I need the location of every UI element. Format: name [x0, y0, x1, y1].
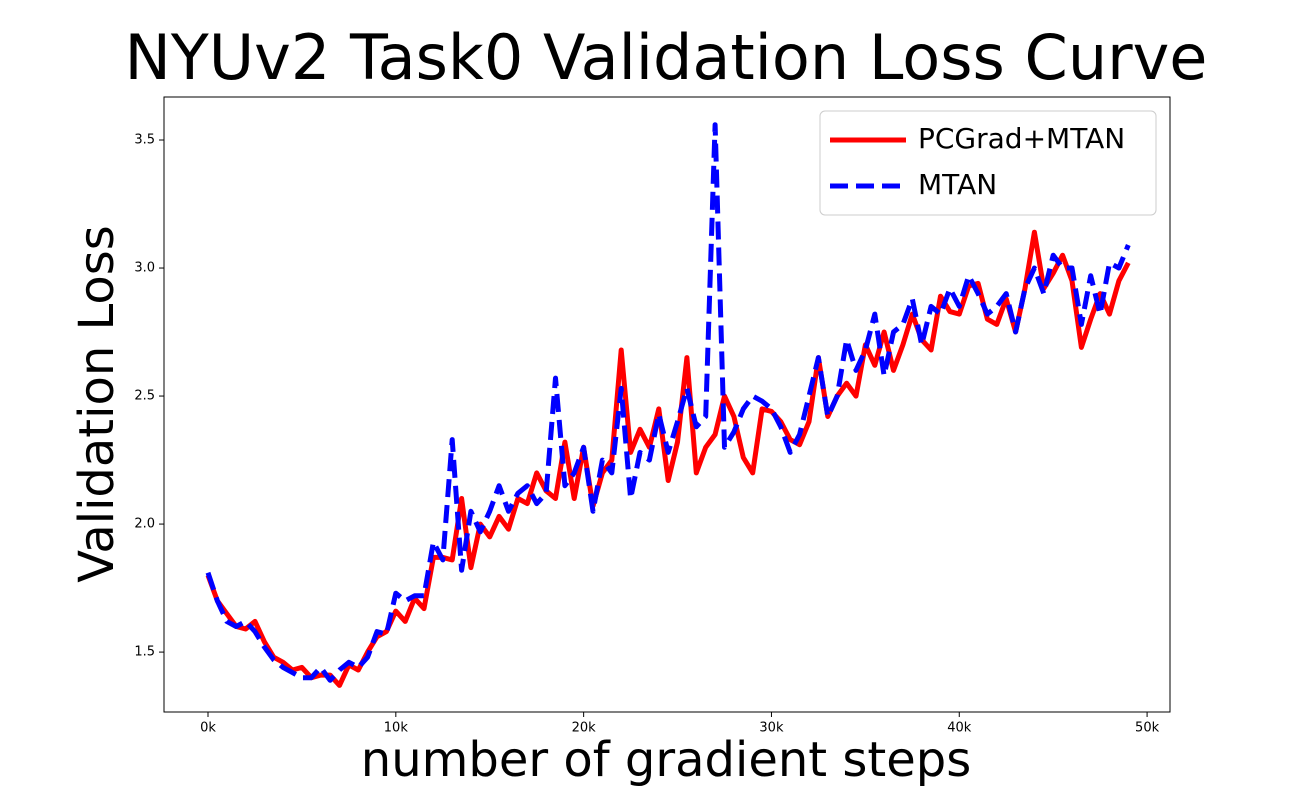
chart-title: NYUv2 Task0 Validation Loss Curve — [125, 21, 1208, 94]
line-series — [205, 229, 1131, 688]
legend-box — [819, 110, 1157, 216]
legend-label: MTAN — [918, 168, 997, 201]
x-axis-label: number of gradient steps — [361, 732, 971, 788]
x-tick-label: 50k — [1135, 721, 1160, 736]
y-tick-label: 2.0 — [134, 517, 155, 532]
plot-frame — [163, 96, 1171, 713]
y-tick-label: 1.5 — [134, 645, 155, 660]
y-tick-label: 3.0 — [134, 261, 155, 276]
x-tick-label: 10k — [384, 721, 409, 736]
line-series — [205, 122, 1131, 683]
x-tick-label: 40k — [947, 721, 972, 736]
legend: PCGrad+MTAN MTAN — [819, 110, 1157, 216]
x-tick-label: 0k — [200, 721, 216, 736]
x-tick-label: 30k — [759, 721, 784, 736]
y-tick-label: 3.5 — [134, 133, 155, 148]
y-tick-label: 2.5 — [134, 389, 155, 404]
legend-label: PCGrad+MTAN — [918, 122, 1125, 155]
y-axis-label: Validation Loss — [69, 225, 125, 583]
x-tick-label: 20k — [572, 721, 597, 736]
